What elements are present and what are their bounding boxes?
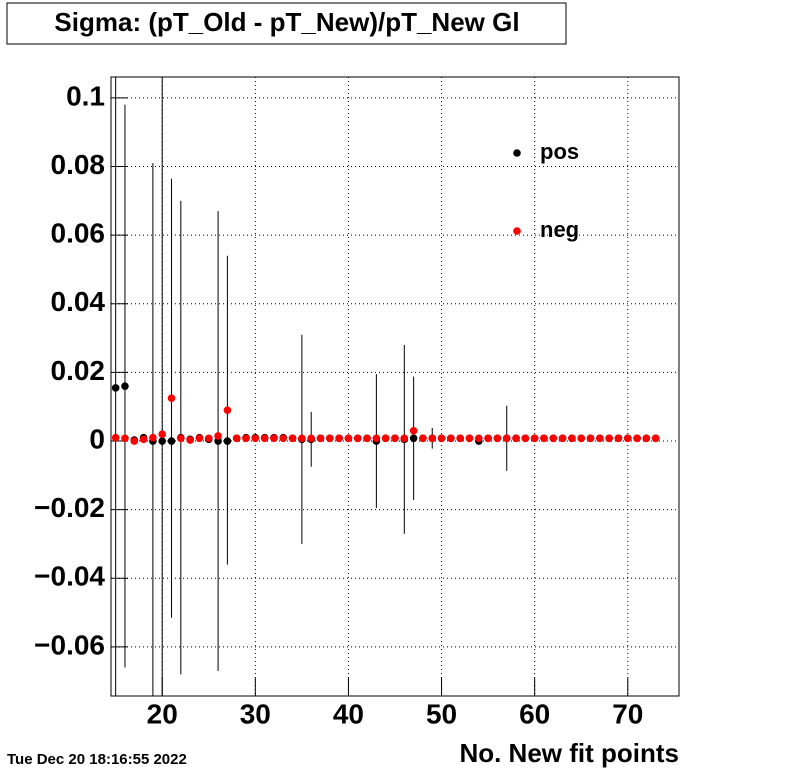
data-point: [530, 434, 539, 443]
x-tick-label: 50: [426, 698, 457, 729]
data-point: [447, 434, 455, 443]
data-point: [251, 434, 260, 443]
y-tick-label: 0: [89, 423, 105, 454]
data-point: [167, 437, 176, 445]
data-point: [372, 434, 381, 443]
data-point: [521, 434, 530, 443]
data-point: [512, 434, 520, 443]
data-point: [465, 434, 474, 443]
data-point: [568, 434, 576, 443]
data-point: [623, 434, 632, 443]
data-point: [167, 394, 176, 402]
data-point: [298, 434, 306, 443]
data-point: [270, 434, 278, 443]
y-tick-label: 0.1: [66, 80, 105, 111]
data-point: [307, 434, 315, 443]
data-point: [428, 434, 437, 443]
data-point: [502, 434, 511, 443]
data-point: [586, 434, 595, 443]
data-point: [409, 426, 418, 435]
data-point: [242, 434, 250, 443]
data-point: [121, 382, 129, 390]
data-point: [326, 434, 334, 443]
data-point: [279, 434, 288, 443]
data-point: [344, 434, 353, 443]
legend-label: pos: [540, 139, 579, 164]
data-point: [223, 437, 232, 445]
y-tick-label: 0.08: [51, 149, 106, 180]
data-point: [633, 434, 641, 443]
data-point: [139, 435, 148, 444]
x-tick-label: 70: [612, 698, 643, 729]
data-point: [316, 434, 325, 443]
data-point: [260, 434, 269, 443]
data-point: [232, 434, 241, 443]
y-tick-label: −0.06: [34, 629, 105, 660]
data-point: [549, 434, 558, 443]
data-point: [437, 434, 446, 443]
data-point: [335, 434, 343, 443]
y-tick-label: 0.06: [51, 218, 106, 249]
data-point: [121, 434, 129, 443]
data-point: [596, 434, 604, 443]
data-point: [484, 434, 492, 443]
data-point: [558, 434, 567, 443]
y-tick-label: −0.02: [34, 492, 105, 523]
data-point: [419, 434, 427, 443]
x-tick-label: 60: [519, 698, 550, 729]
data-point: [475, 434, 483, 443]
legend-label: neg: [540, 217, 579, 242]
data-point: [642, 434, 651, 443]
data-point: [381, 434, 390, 443]
x-tick-label: 30: [240, 698, 271, 729]
x-tick-label: 40: [333, 698, 364, 729]
data-point: [111, 384, 120, 392]
data-point: [204, 434, 213, 443]
x-tick-label: 20: [147, 698, 178, 729]
data-point: [149, 433, 157, 442]
data-point: [614, 434, 623, 443]
data-point: [363, 434, 371, 443]
data-point: [456, 434, 464, 443]
data-point: [186, 436, 194, 444]
y-tick-label: −0.04: [34, 561, 105, 592]
data-point: [605, 434, 613, 443]
data-point: [288, 434, 297, 443]
data-point: [353, 434, 362, 443]
data-point: [391, 434, 399, 443]
data-point: [493, 434, 502, 443]
legend-marker: [513, 149, 521, 157]
title-box: [6, 2, 567, 45]
legend-marker: [513, 227, 521, 235]
data-point: [651, 434, 660, 443]
chart-title: Sigma: (pT_Old - pT_New)/pT_New Gl: [54, 7, 519, 37]
data-point: [223, 406, 232, 414]
plot-frame: [110, 76, 680, 697]
data-point: [158, 437, 167, 445]
data-point: [111, 433, 120, 442]
x-axis-label: No. New fit points: [459, 738, 679, 768]
data-point: [195, 434, 204, 443]
data-point: [577, 434, 586, 443]
data-point: [130, 437, 139, 445]
data-point: [214, 432, 222, 440]
data-point: [177, 434, 185, 443]
data-point: [409, 434, 418, 443]
y-tick-label: 0.02: [51, 355, 106, 386]
data-point: [400, 434, 409, 443]
y-tick-label: 0.04: [51, 286, 106, 317]
footer: Tue Dec 20 18:16:55 2022: [7, 751, 187, 768]
data-point: [540, 434, 548, 443]
data-point: [158, 430, 167, 438]
